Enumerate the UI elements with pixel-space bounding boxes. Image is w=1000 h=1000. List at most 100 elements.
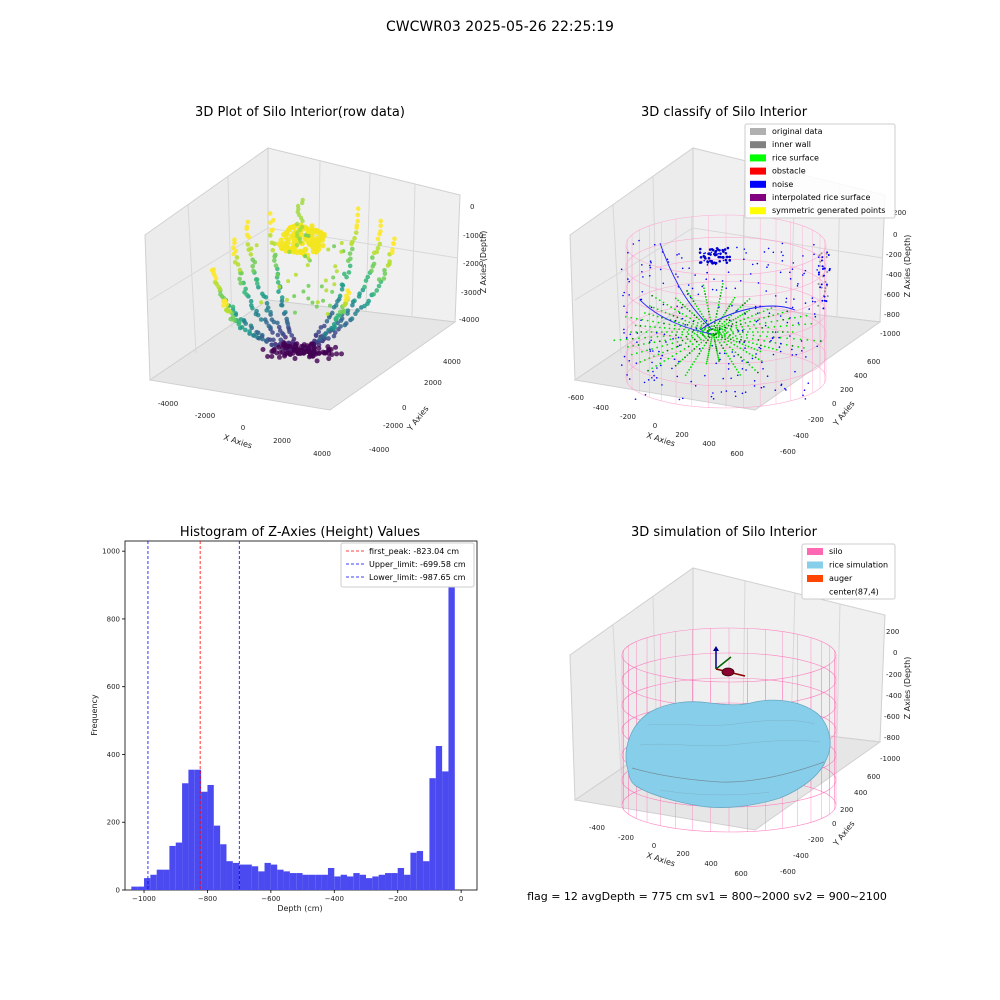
raw-point [293, 272, 298, 277]
classify-point [673, 324, 676, 327]
classify-point [666, 258, 669, 261]
raw-point [265, 305, 271, 310]
classify-point [741, 304, 744, 307]
hist-bar [188, 769, 195, 890]
legend-label: inner wall [772, 140, 811, 149]
classify-point [688, 368, 690, 371]
classify-point [644, 336, 647, 339]
classify-point [724, 258, 728, 262]
raw-point [280, 349, 286, 355]
raw-ytick-2: 0 [402, 404, 406, 412]
classify-point [672, 338, 674, 340]
classify-point [821, 256, 824, 259]
classify-z-ticks: 200 0 -200 -400 -600 -800 -1000 [880, 209, 906, 338]
classify-point [725, 352, 728, 355]
classify-ytick-6: 600 [867, 358, 880, 366]
classify-point [776, 313, 779, 315]
classify-point [661, 354, 664, 357]
classify-point [708, 350, 710, 353]
classify-ztick-5: -800 [884, 311, 900, 319]
classify-point [718, 320, 721, 323]
classify-point [710, 247, 714, 251]
classify-point [805, 314, 808, 317]
raw-point [276, 344, 282, 350]
classify-point [725, 261, 729, 264]
classify-point [744, 322, 747, 324]
classify-point [754, 313, 757, 316]
raw-point [281, 340, 287, 346]
raw-point [286, 279, 291, 284]
sim-ytick-4: 200 [840, 806, 853, 814]
classify-point [711, 344, 713, 347]
raw-point [346, 270, 352, 275]
classify-point [693, 314, 696, 317]
classify-point [631, 337, 634, 340]
classify-point [719, 252, 722, 256]
classify-point [650, 331, 653, 333]
classify-point [759, 344, 762, 347]
classify-point [722, 331, 724, 333]
raw-xtick-4: 4000 [313, 450, 331, 458]
classify-point [700, 341, 703, 344]
classify-point [733, 296, 736, 299]
raw-point [316, 350, 322, 356]
classify-point [691, 312, 693, 314]
raw-points [209, 197, 397, 364]
classify-point [817, 271, 820, 274]
classify-point [822, 307, 825, 310]
hist-x-ticks: −1000 −800 −600 −400 −200 0 [132, 890, 463, 903]
classify-point [681, 257, 683, 259]
classify-point [708, 336, 711, 339]
classify-point [696, 324, 699, 327]
classify-point [778, 336, 780, 339]
raw-point [306, 256, 311, 261]
classify-point [707, 310, 710, 313]
raw-ytick-0: -4000 [369, 446, 389, 454]
classify-point [691, 331, 694, 333]
classify-point [723, 324, 726, 327]
classify-point [708, 346, 711, 349]
classify-point [647, 369, 649, 372]
classify-point [653, 243, 656, 246]
classify-point [640, 298, 643, 301]
raw-point [339, 287, 345, 292]
classify-point [695, 305, 698, 308]
classify-point [663, 322, 665, 325]
classify-point [717, 332, 720, 334]
raw-point [291, 336, 297, 342]
classify-point [653, 379, 656, 381]
classify-point [642, 343, 645, 345]
classify-point [651, 376, 653, 379]
raw-point [267, 211, 273, 216]
classify-point [643, 359, 646, 361]
raw-point [352, 235, 357, 241]
panel-histogram: Histogram of Z-Axies (Height) Values −10… [90, 525, 478, 913]
classify-point [725, 322, 728, 325]
raw-point [369, 268, 374, 274]
raw-point [316, 329, 322, 335]
sim-ytick-3: 0 [832, 820, 836, 828]
classify-point [718, 360, 720, 362]
classify-point [724, 334, 726, 337]
classify-point [817, 282, 820, 285]
classify-point [802, 346, 805, 349]
classify-point [743, 318, 746, 321]
raw-point [233, 311, 239, 316]
classify-point [709, 319, 712, 322]
raw-point [332, 330, 338, 335]
raw-point [331, 333, 337, 339]
raw-point [333, 264, 338, 269]
classify-point [679, 360, 682, 363]
hist-bar [366, 878, 373, 890]
classify-point [810, 322, 813, 325]
classify-point [663, 333, 666, 336]
classify-point [792, 262, 795, 264]
raw-point [243, 327, 248, 333]
classify-point [827, 254, 830, 257]
raw-point [375, 236, 381, 242]
classify-point [714, 326, 717, 329]
classify-point [681, 331, 684, 333]
raw-point [342, 271, 347, 277]
classify-point [722, 313, 725, 316]
raw-point [269, 317, 275, 322]
